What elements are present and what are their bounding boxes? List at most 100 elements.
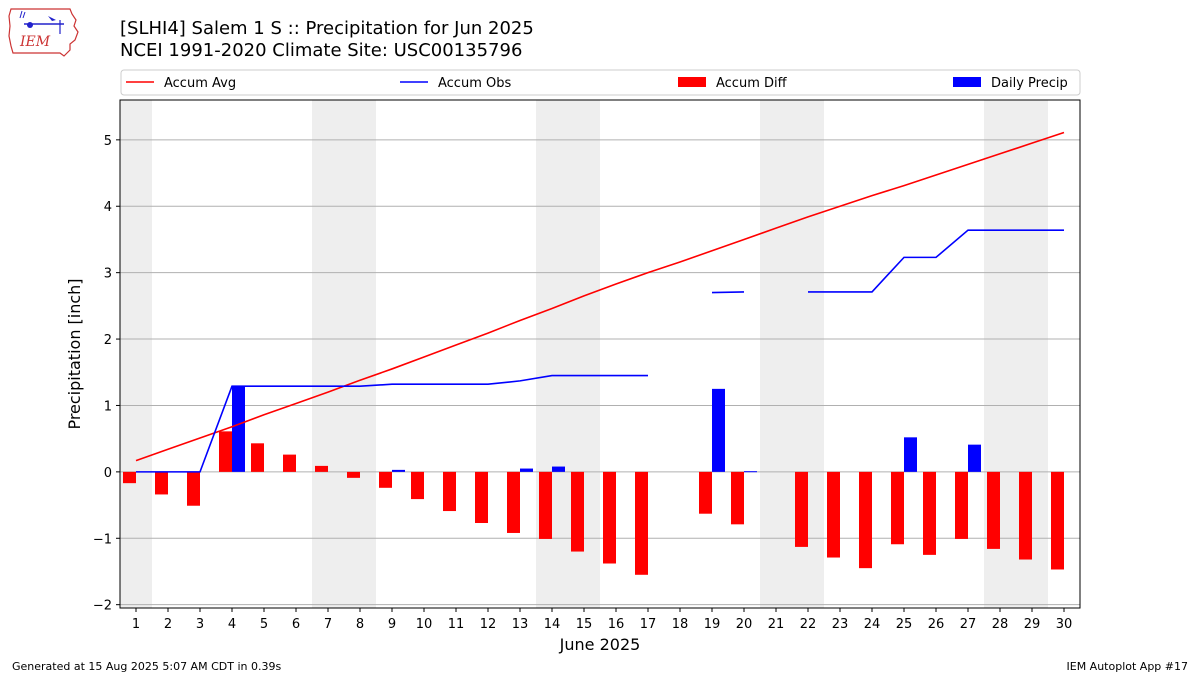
y-tick-label: 3 (104, 267, 112, 282)
logo-text: IEM (19, 34, 51, 50)
legend-label: Daily Precip (991, 76, 1068, 91)
accum-diff-bar (987, 471, 1000, 549)
accum-obs-line (711, 291, 745, 294)
x-tick-label: 3 (196, 617, 204, 632)
accum-diff-bar (283, 454, 296, 472)
x-tick-label: 8 (356, 617, 364, 632)
x-tick-label: 11 (448, 617, 465, 632)
daily-precip-bar (232, 386, 245, 472)
x-tick-label: 4 (228, 617, 236, 632)
x-tick-label: 6 (292, 617, 300, 632)
x-tick-label: 23 (832, 617, 849, 632)
accum-diff-bar (827, 471, 840, 558)
accum-diff-bar (603, 471, 616, 564)
accum-diff-bar (795, 471, 808, 547)
y-tick-label: 1 (104, 399, 112, 414)
daily-precip-bar (520, 468, 533, 472)
x-tick-label: 29 (1024, 617, 1041, 632)
generated-timestamp: Generated at 15 Aug 2025 5:07 AM CDT in … (12, 660, 282, 673)
x-tick-label: 28 (992, 617, 1009, 632)
x-tick-label: 27 (960, 617, 977, 632)
x-tick-label: 1 (132, 617, 140, 632)
x-tick-label: 25 (896, 617, 913, 632)
x-tick-label: 20 (736, 617, 753, 632)
accum-diff-bar (411, 471, 424, 500)
iem-iowa-map-logo-icon: IEM (8, 8, 79, 57)
accum-obs-line (136, 374, 648, 473)
accum-diff-bar (443, 471, 456, 512)
legend-label: Accum Diff (716, 76, 788, 91)
daily-precip-bar (392, 469, 405, 472)
y-axis-label: Precipitation [inch] (65, 278, 84, 429)
x-tick-label: 9 (388, 617, 396, 632)
accum-diff-bar (251, 443, 264, 472)
legend-swatch-bar (953, 77, 981, 87)
y-tick-label: −1 (93, 532, 112, 547)
y-tick-label: 2 (104, 333, 112, 348)
daily-precip-bar (744, 471, 757, 473)
accum-diff-bar (635, 471, 648, 575)
accum-diff-bar (731, 471, 744, 525)
x-tick-label: 18 (672, 617, 689, 632)
legend-label: Accum Obs (438, 76, 511, 91)
x-tick-label: 16 (608, 617, 625, 632)
y-tick-label: 5 (104, 134, 112, 149)
x-tick-label: 15 (576, 617, 593, 632)
accum-diff-bar (219, 431, 232, 472)
accum-obs-line (808, 229, 1064, 293)
accum-diff-bar (123, 471, 136, 484)
x-tick-label: 30 (1056, 617, 1073, 632)
x-tick-label: 21 (768, 617, 785, 632)
accum-diff-bar (187, 471, 200, 506)
plot-frame (119, 99, 1081, 609)
accum-diff-bar (859, 471, 872, 569)
weekend-shade (344, 100, 376, 608)
x-tick-label: 5 (260, 617, 268, 632)
y-tick-label: 0 (104, 466, 112, 481)
accum-diff-bar (1019, 471, 1032, 560)
x-tick-label: 13 (512, 617, 529, 632)
iem-logo: IEM (8, 6, 80, 58)
autoplot-app-label: IEM Autoplot App #17 (1066, 660, 1189, 673)
x-tick-label: 14 (544, 617, 561, 632)
weekend-shade (120, 100, 152, 608)
accum-avg-line (135, 131, 1065, 462)
accum-diff-bar (347, 471, 360, 478)
accum-diff-bar (699, 471, 712, 514)
legend-swatch-bar (678, 77, 706, 87)
accum-diff-bar (571, 471, 584, 552)
legend-label: Accum Avg (164, 76, 236, 91)
legend-box (120, 69, 1081, 96)
x-tick-label: 7 (324, 617, 332, 632)
accum-diff-bar (955, 471, 968, 539)
daily-precip-bar (968, 444, 981, 472)
accum-diff-bar (1051, 471, 1064, 570)
y-tick-label: 4 (104, 200, 112, 215)
x-tick-label: 2 (164, 617, 172, 632)
accum-diff-bar (539, 471, 552, 539)
accum-diff-bar (155, 471, 168, 495)
title-line-2: NCEI 1991-2020 Climate Site: USC00135796 (120, 40, 523, 61)
daily-precip-bar (712, 388, 725, 472)
accum-diff-bar (923, 471, 936, 555)
accum-diff-bar (507, 471, 520, 533)
accum-diff-bar (475, 471, 488, 524)
x-axis-label: June 2025 (559, 635, 641, 654)
x-tick-label: 17 (640, 617, 657, 632)
x-tick-label: 22 (800, 617, 817, 632)
x-tick-label: 26 (928, 617, 945, 632)
x-tick-label: 10 (416, 617, 433, 632)
chart-title: [SLHI4] Salem 1 S :: Precipitation for J… (120, 18, 534, 62)
title-line-1: [SLHI4] Salem 1 S :: Precipitation for J… (120, 18, 534, 39)
x-tick-label: 12 (480, 617, 497, 632)
x-tick-label: 19 (704, 617, 721, 632)
y-tick-label: −2 (93, 599, 112, 614)
weekend-shade (312, 100, 344, 608)
accum-diff-bar (891, 471, 904, 545)
daily-precip-bar (904, 437, 917, 472)
x-tick-label: 24 (864, 617, 881, 632)
weekend-shade (760, 100, 792, 608)
accum-diff-bar (379, 471, 392, 488)
daily-precip-bar (552, 466, 565, 472)
